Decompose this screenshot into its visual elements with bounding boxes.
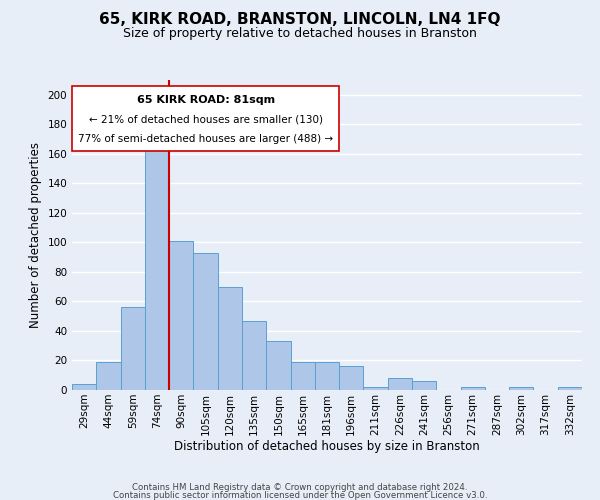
Bar [509,387,533,390]
Bar [558,387,582,390]
Bar [315,362,339,390]
Bar [266,342,290,390]
Bar [339,366,364,390]
Bar [461,387,485,390]
Text: Contains public sector information licensed under the Open Government Licence v3: Contains public sector information licen… [113,492,487,500]
X-axis label: Distribution of detached houses by size in Branston: Distribution of detached houses by size … [174,440,480,454]
Text: Size of property relative to detached houses in Branston: Size of property relative to detached ho… [123,28,477,40]
Bar [364,387,388,390]
Bar [242,320,266,390]
Bar [121,308,145,390]
Text: 77% of semi-detached houses are larger (488) →: 77% of semi-detached houses are larger (… [78,134,333,144]
Text: 65 KIRK ROAD: 81sqm: 65 KIRK ROAD: 81sqm [137,95,275,105]
Y-axis label: Number of detached properties: Number of detached properties [29,142,42,328]
Bar [218,286,242,390]
Bar [96,362,121,390]
Bar [193,252,218,390]
Bar [388,378,412,390]
Text: Contains HM Land Registry data © Crown copyright and database right 2024.: Contains HM Land Registry data © Crown c… [132,483,468,492]
Bar [290,362,315,390]
Bar [412,381,436,390]
Bar [169,241,193,390]
Bar [72,384,96,390]
Text: ← 21% of detached houses are smaller (130): ← 21% of detached houses are smaller (13… [89,114,323,124]
Text: 65, KIRK ROAD, BRANSTON, LINCOLN, LN4 1FQ: 65, KIRK ROAD, BRANSTON, LINCOLN, LN4 1F… [99,12,501,28]
Bar [145,146,169,390]
